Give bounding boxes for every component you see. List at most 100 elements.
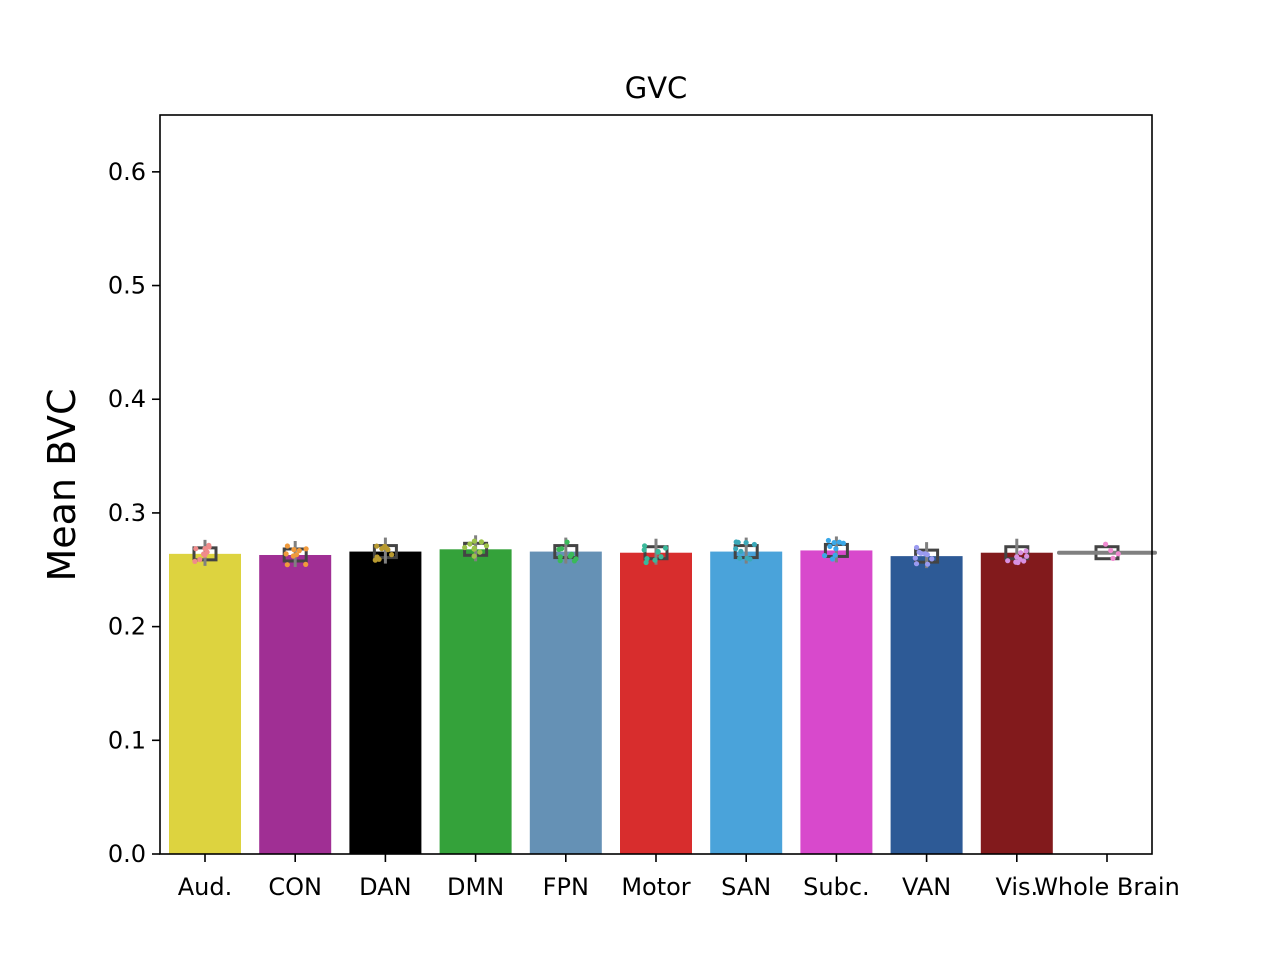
data-point — [733, 546, 739, 552]
x-tick-label: DAN — [359, 873, 411, 901]
x-tick-label: FPN — [543, 873, 589, 901]
data-point — [738, 548, 744, 554]
data-point — [1023, 548, 1029, 554]
data-point — [744, 555, 750, 561]
data-point — [912, 555, 918, 561]
data-point — [840, 540, 847, 546]
bar-6 — [710, 551, 783, 854]
x-tick-label: Whole Brain — [1034, 873, 1180, 901]
data-point — [916, 549, 922, 555]
data-point — [483, 543, 490, 549]
data-point — [389, 552, 395, 558]
data-point — [206, 544, 212, 550]
data-point — [202, 546, 208, 552]
data-point — [642, 543, 648, 549]
data-point — [662, 545, 669, 551]
data-point — [827, 543, 833, 550]
scatter-overlays — [192, 535, 1157, 569]
y-tick-label: 0.0 — [108, 840, 146, 868]
data-point — [832, 552, 838, 558]
data-point — [836, 539, 843, 545]
x-tick-label: DMN — [447, 873, 504, 901]
data-point — [193, 546, 199, 552]
x-tick-label: SAN — [721, 873, 771, 901]
data-point — [733, 539, 739, 545]
y-tick-label: 0.6 — [108, 158, 146, 186]
bar-10 — [1071, 552, 1143, 854]
data-point — [743, 540, 749, 546]
data-point — [284, 562, 290, 568]
data-point — [296, 548, 302, 554]
bar-2 — [349, 551, 422, 854]
data-point — [1103, 541, 1109, 547]
data-point — [643, 559, 649, 566]
y-axis: 0.0 0.1 0.2 0.3 0.4 0.5 0.6 — [108, 158, 160, 868]
data-point — [385, 547, 391, 553]
x-tick-label: VAN — [902, 873, 951, 901]
data-point — [924, 552, 930, 558]
data-point — [1018, 550, 1024, 556]
data-point — [303, 561, 309, 568]
data-point — [658, 554, 664, 560]
data-point — [462, 544, 468, 551]
bar-7 — [800, 550, 873, 854]
data-point — [376, 556, 382, 562]
y-tick-label: 0.3 — [108, 499, 146, 527]
data-point — [1110, 555, 1116, 562]
data-point — [197, 556, 203, 563]
data-point — [644, 556, 650, 562]
data-point — [478, 539, 484, 545]
data-point — [573, 556, 579, 562]
data-point — [1024, 553, 1030, 559]
bar-4 — [529, 551, 602, 854]
bar-3 — [439, 549, 512, 854]
y-tick-label: 0.2 — [108, 613, 146, 641]
data-point — [557, 554, 563, 560]
data-point — [751, 541, 758, 548]
data-point — [833, 546, 839, 552]
x-tick-label: Vis. — [995, 873, 1038, 901]
data-point — [737, 555, 743, 561]
data-point — [641, 547, 647, 553]
chart-title: GVC — [625, 71, 688, 105]
data-point — [477, 549, 483, 555]
data-point — [471, 553, 477, 559]
data-point — [913, 561, 920, 567]
data-point — [655, 549, 661, 555]
data-point — [471, 545, 477, 551]
data-point — [829, 556, 836, 562]
data-point — [1115, 551, 1121, 557]
x-axis: Aud. CON DAN DMN FPN Motor SAN Subc. VAN Vis.Whol… — [178, 854, 1180, 901]
data-point — [1108, 547, 1114, 554]
data-point — [1017, 556, 1023, 562]
x-tick-label: Aud. — [178, 873, 233, 901]
data-point — [556, 546, 562, 553]
bar-5 — [620, 552, 692, 854]
data-point — [822, 553, 828, 559]
bar-1 — [259, 554, 332, 854]
data-point — [471, 538, 477, 544]
data-point — [467, 541, 473, 547]
data-point — [652, 557, 658, 563]
data-point — [290, 553, 296, 559]
data-point — [283, 551, 289, 557]
data-point — [284, 543, 290, 549]
data-point — [929, 556, 935, 562]
data-point — [564, 539, 570, 545]
data-point — [557, 558, 563, 564]
bar-9 — [980, 552, 1053, 854]
y-tick-label: 0.4 — [108, 385, 146, 413]
x-tick-label: CON — [268, 873, 322, 901]
data-point — [914, 544, 920, 551]
data-point — [382, 543, 388, 549]
data-point — [291, 547, 297, 553]
data-point — [1005, 558, 1011, 564]
data-point — [374, 543, 380, 549]
data-point — [831, 540, 837, 546]
bars-group — [169, 549, 1143, 854]
y-axis-label: Mean BVC — [40, 388, 84, 581]
x-tick-label: Subc. — [803, 873, 870, 901]
data-point — [192, 558, 198, 565]
data-point — [303, 546, 309, 552]
